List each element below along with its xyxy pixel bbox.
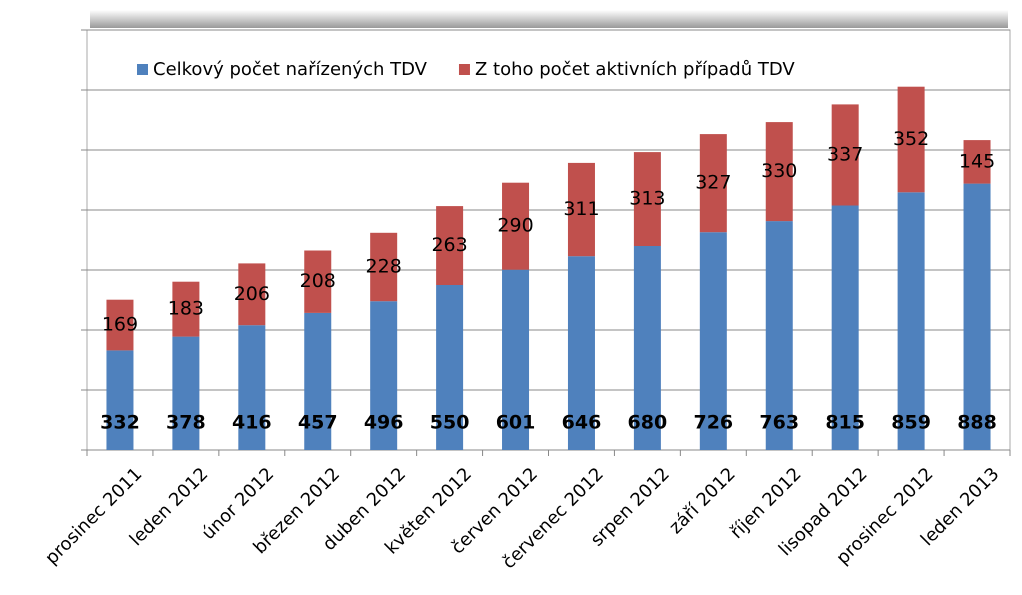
bar-segment [831, 104, 859, 206]
bar-segment [567, 162, 595, 257]
value-label: 313 [629, 188, 665, 210]
bar-segment [633, 152, 661, 246]
value-label: 550 [430, 412, 470, 434]
value-label: 859 [891, 412, 931, 434]
value-label: 496 [364, 412, 404, 434]
value-label: 290 [497, 215, 533, 237]
value-label: 457 [298, 412, 338, 434]
legend-label: Z toho počet aktivních případů TDV [475, 59, 795, 80]
bar-segment [502, 269, 530, 450]
value-label: 263 [431, 234, 467, 256]
shadow [90, 10, 1008, 28]
bar-segment [238, 325, 266, 450]
value-label: 183 [168, 298, 204, 320]
bar-segment [831, 205, 859, 450]
bar-segment [502, 182, 530, 270]
value-label: 337 [827, 143, 863, 165]
value-label: 228 [366, 256, 402, 278]
value-label: 145 [959, 150, 995, 172]
bar-segment [963, 140, 991, 184]
bar-segment [765, 122, 793, 222]
bar-segment [106, 299, 134, 351]
bar-segment [699, 232, 727, 450]
bar-segment [699, 134, 727, 233]
value-label: 206 [234, 283, 270, 305]
bar-segment [897, 192, 925, 451]
bar-segment [567, 256, 595, 450]
x-tick-label: prosinec 2011 [41, 464, 146, 569]
bar-segment [304, 250, 332, 313]
value-label: 378 [166, 412, 206, 434]
value-label: 352 [893, 128, 929, 150]
plot-frame [86, 29, 1011, 451]
value-label: 815 [825, 412, 865, 434]
value-label: 208 [300, 270, 336, 292]
value-label: 601 [496, 412, 536, 434]
bar-segment [370, 232, 398, 302]
value-label: 680 [628, 412, 668, 434]
bar-segment [436, 206, 464, 285]
value-label: 169 [102, 314, 138, 336]
value-label: 763 [759, 412, 799, 434]
bar-segment [963, 183, 991, 450]
legend-swatch [458, 64, 470, 75]
bar-segment [238, 263, 266, 326]
value-label: 332 [100, 412, 140, 434]
bar-segment [106, 350, 134, 450]
bar-segment [172, 281, 200, 337]
value-label: 416 [232, 412, 272, 434]
value-label: 327 [695, 172, 731, 194]
bar-segment [172, 336, 200, 450]
bar-segment [370, 301, 398, 450]
bar-segment [633, 246, 661, 450]
value-label: 330 [761, 160, 797, 182]
bar-segment [897, 86, 925, 193]
value-label: 311 [563, 198, 599, 220]
value-label: 726 [693, 412, 733, 434]
value-label: 646 [562, 412, 602, 434]
bar-segment [765, 221, 793, 450]
bar-segment [304, 312, 332, 450]
value-label: 888 [957, 412, 997, 434]
bar-segment [436, 285, 464, 450]
legend-label: Celkový počet nařízených TDV [153, 59, 428, 80]
legend-swatch [137, 64, 148, 75]
